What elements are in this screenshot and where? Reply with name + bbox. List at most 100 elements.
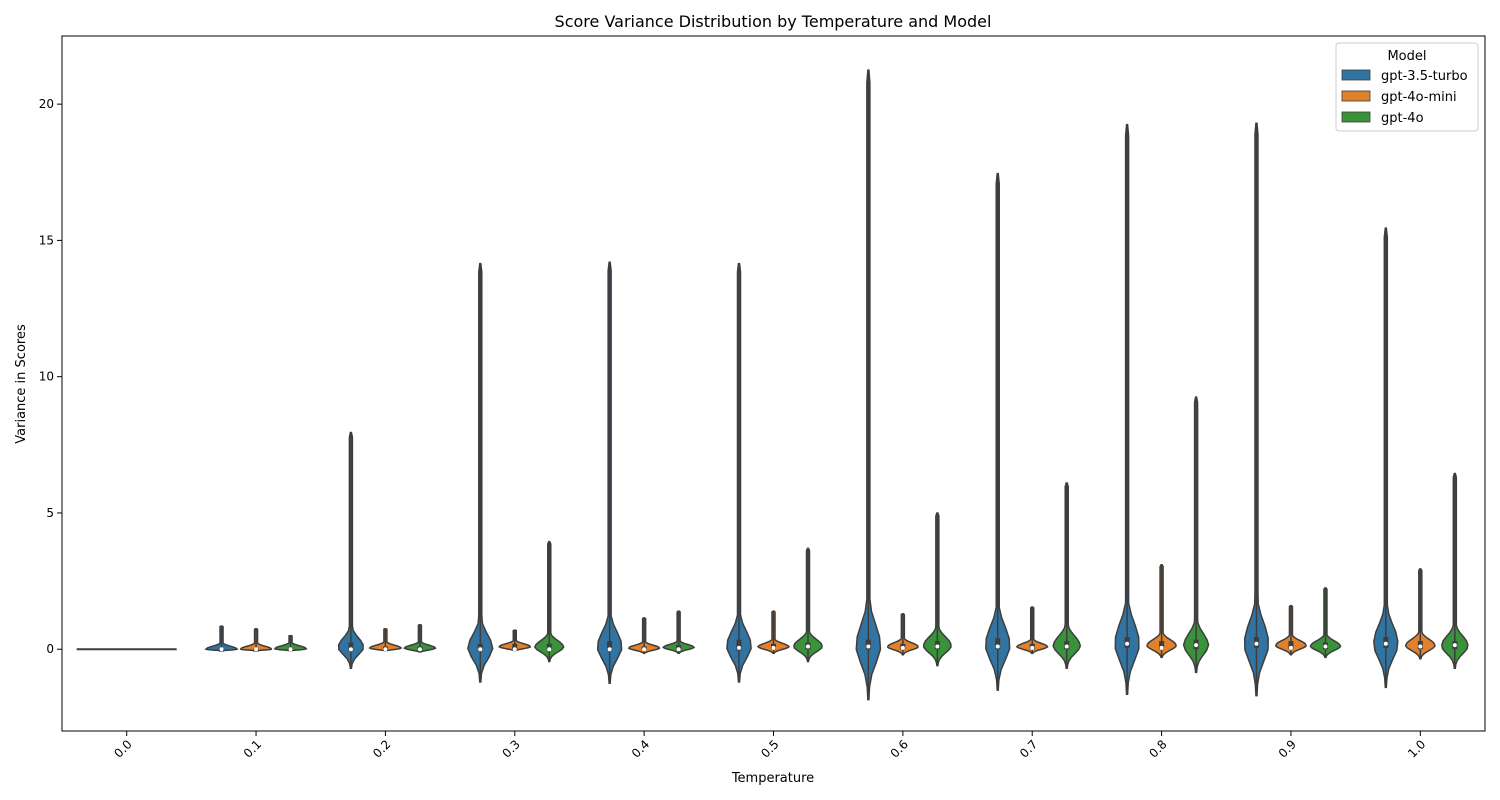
violin-median-dot <box>1323 644 1328 649</box>
violin <box>273 634 308 652</box>
violin <box>1274 604 1307 656</box>
violin-median-dot <box>547 647 552 652</box>
violin <box>1441 472 1469 670</box>
violin <box>596 261 623 685</box>
legend-entries: gpt-3.5-turbo gpt-4o-mini gpt-4o <box>1341 69 1468 126</box>
x-tick-label: 0.3 <box>499 737 522 760</box>
violin-iqr-box <box>512 643 518 650</box>
violin-median-dot <box>900 645 905 650</box>
violin <box>627 617 661 655</box>
violin-median-dot <box>1452 643 1457 648</box>
violin-median-dot <box>935 644 940 649</box>
y-tick-label: 0 <box>46 642 54 656</box>
violin-median-dot <box>1418 644 1423 649</box>
legend-entry-label: gpt-4o <box>1381 111 1424 126</box>
violin <box>1052 482 1082 670</box>
violin-median-dot <box>1194 643 1199 648</box>
violin-median-dot <box>512 647 517 652</box>
violin-median-dot <box>737 645 742 650</box>
legend-swatch <box>1341 69 1371 81</box>
violin <box>1309 587 1342 659</box>
violin-median-dot <box>1125 641 1130 646</box>
chart-title: Score Variance Distribution by Temperatu… <box>555 12 992 31</box>
legend-swatch <box>1341 111 1371 123</box>
x-tick-label: 0.9 <box>1276 737 1299 760</box>
y-axis: 0 5 10 15 20 <box>39 97 62 656</box>
violin <box>1373 227 1399 689</box>
violin <box>756 610 791 655</box>
violin <box>498 629 532 652</box>
y-tick-label: 10 <box>39 370 54 384</box>
violin <box>887 613 919 656</box>
violin <box>1243 122 1269 697</box>
violin-median-dot <box>1288 645 1293 650</box>
violin <box>204 625 239 652</box>
violin-median-dot <box>1383 641 1388 646</box>
violin-median-dot <box>607 647 612 652</box>
x-axis: 0.0 0.1 0.2 0.3 0.4 0.5 0.6 0.7 0.8 0.9 1.0 <box>111 731 1428 761</box>
violin-iqr-box <box>995 638 1001 650</box>
violin-median-dot <box>1159 645 1164 650</box>
x-tick-label: 0.2 <box>370 737 393 760</box>
violin <box>337 431 364 670</box>
violin <box>985 172 1011 691</box>
violin <box>923 512 952 667</box>
violin-median-dot <box>771 645 776 650</box>
violin <box>662 610 696 655</box>
violin-median-dot <box>254 647 259 652</box>
y-tick-label: 15 <box>39 233 54 247</box>
violin-median-dot <box>995 644 1000 649</box>
violin-median-dot <box>1030 645 1035 650</box>
violin-iqr-box <box>607 641 613 651</box>
violin-iqr-box <box>736 639 742 651</box>
violin <box>1015 606 1049 655</box>
violin <box>240 628 273 652</box>
violin <box>1404 568 1436 660</box>
violin <box>793 547 823 663</box>
violin <box>855 69 882 701</box>
violin-median-dot <box>1254 641 1259 646</box>
violin-median-dot <box>676 647 681 652</box>
violin-median-dot <box>348 647 353 652</box>
violin <box>533 540 565 663</box>
legend: Model gpt-3.5-turbo gpt-4o-mini gpt-4o <box>1335 42 1479 132</box>
violin-median-dot <box>642 647 647 652</box>
violin-iqr-box <box>1288 641 1294 650</box>
legend-entry-label: gpt-3.5-turbo <box>1381 69 1468 84</box>
violin-iqr-box <box>676 645 682 650</box>
violin-iqr-box <box>348 642 354 651</box>
violin-median-dot <box>866 644 871 649</box>
y-axis-label: Variance in Scores <box>14 324 29 444</box>
violin-median-dot <box>219 647 224 652</box>
y-tick-label: 20 <box>39 97 54 111</box>
violin-iqr-box <box>1159 641 1165 650</box>
violin-iqr-box <box>546 643 552 650</box>
x-tick-label: 0.8 <box>1146 737 1169 760</box>
violin <box>467 262 494 683</box>
legend-entry-label: gpt-4o-mini <box>1381 90 1457 105</box>
y-tick-label: 5 <box>46 506 54 520</box>
x-tick-label: 0.6 <box>888 737 911 760</box>
legend-title: Model <box>1387 49 1426 64</box>
x-tick-label: 0.5 <box>758 737 781 760</box>
x-tick-label: 1.0 <box>1405 737 1428 760</box>
violin <box>368 628 403 652</box>
x-tick-label: 0.1 <box>241 737 264 760</box>
legend-swatch <box>1341 90 1371 102</box>
violin-median-dot <box>383 647 388 652</box>
violin <box>403 623 437 653</box>
violin <box>1114 123 1140 695</box>
violin <box>726 262 752 683</box>
violin-median-dot <box>478 647 483 652</box>
violin-iqr-box <box>477 643 483 651</box>
violin-median-dot <box>417 647 422 652</box>
violin <box>1182 396 1210 674</box>
violin-median-dot <box>1064 644 1069 649</box>
violin-median-dot <box>805 644 810 649</box>
x-tick-label: 0.7 <box>1017 737 1040 760</box>
x-tick-label: 0.0 <box>111 737 134 760</box>
violin <box>1146 563 1177 659</box>
x-tick-label: 0.4 <box>629 737 652 760</box>
violin-median-dot <box>288 647 293 652</box>
